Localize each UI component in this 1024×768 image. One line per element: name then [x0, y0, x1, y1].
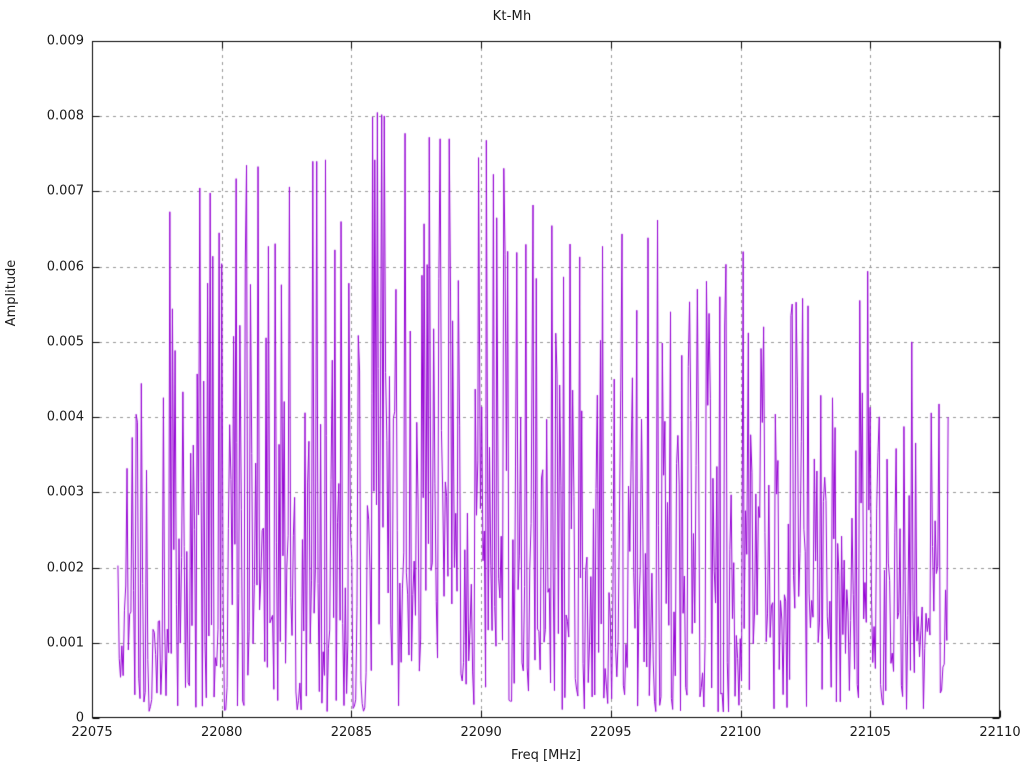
x-tick-label: 22090 — [460, 725, 502, 740]
y-tick-label: 0.001 — [46, 635, 84, 651]
y-tick-label: 0.002 — [46, 560, 84, 576]
y-tick-label: 0.007 — [46, 183, 84, 199]
y-tick-label: 0.003 — [46, 484, 84, 500]
y-tick-label: 0.005 — [46, 334, 84, 350]
x-tick-label: 22095 — [590, 725, 632, 740]
x-tick-label: 22080 — [201, 725, 243, 740]
x-tick-label: 22085 — [330, 725, 373, 740]
y-tick-label: 0.009 — [46, 33, 84, 49]
x-axis-label: Freq [MHz] — [511, 748, 581, 763]
y-tick-label: 0.004 — [46, 409, 84, 425]
y-tick-label: 0.008 — [46, 108, 84, 124]
x-tick-label: 22110 — [979, 725, 1021, 740]
y-tick-label: 0 — [75, 710, 84, 726]
x-tick-label: 22075 — [71, 725, 113, 740]
x-tick-label: 22100 — [719, 725, 762, 740]
y-tick-label: 0.006 — [46, 259, 84, 275]
x-tick-label: 22105 — [849, 725, 891, 740]
